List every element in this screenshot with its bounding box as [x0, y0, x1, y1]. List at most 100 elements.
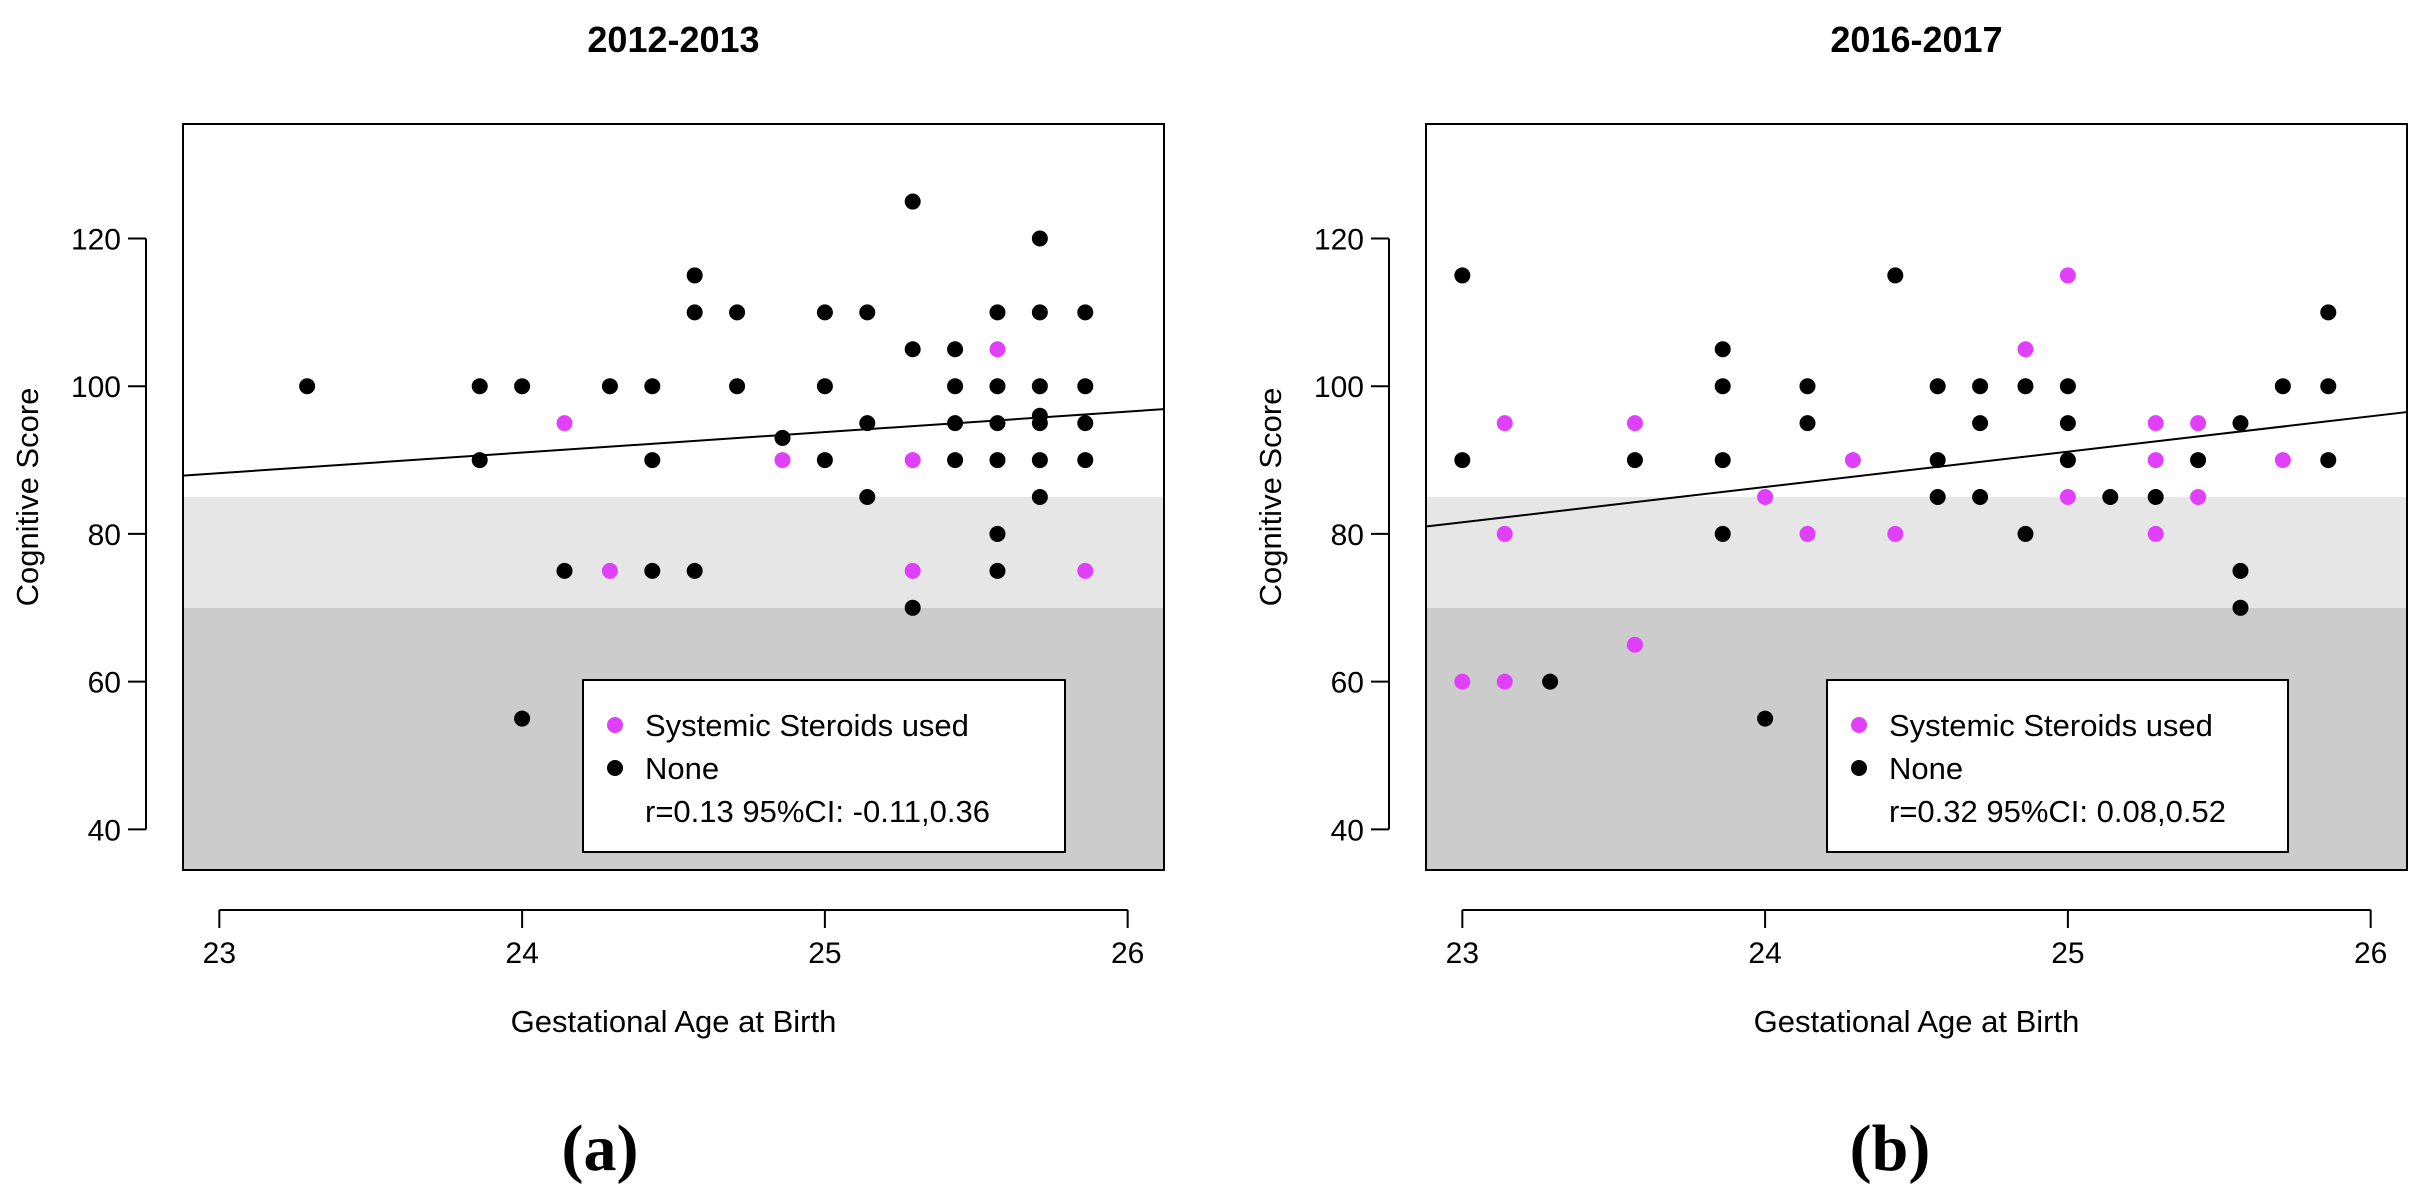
point-none [686, 562, 703, 579]
x-axis-label: Gestational Age at Birth [511, 1004, 837, 1039]
point-steroid [1844, 452, 1861, 469]
y-axis-label: Cognitive Score [10, 388, 45, 607]
y-axis-label: Cognitive Score [1253, 388, 1288, 607]
point-none [1031, 378, 1048, 395]
chart-title: 2016-2017 [1830, 19, 2002, 60]
point-none [1929, 489, 1946, 505]
point-none [1972, 378, 1989, 395]
x-tick-label: 25 [2051, 937, 2084, 970]
point-none [859, 304, 876, 321]
legend-marker-steroid [1851, 717, 1867, 733]
point-steroid [904, 562, 921, 579]
panel-label-a: (a) [562, 1112, 639, 1185]
point-none [947, 341, 964, 358]
point-none [1972, 489, 1989, 505]
y-tick-label: 120 [1314, 223, 1364, 256]
point-none [644, 562, 661, 579]
point-none [989, 452, 1006, 469]
point-none [1626, 452, 1643, 469]
point-none [859, 489, 876, 505]
point-none [556, 562, 573, 579]
point-steroid [2147, 452, 2164, 469]
point-none [2017, 525, 2034, 542]
point-none [2017, 378, 2034, 395]
y-tick-label: 60 [1331, 667, 1364, 700]
point-none [947, 378, 964, 395]
point-none [1454, 267, 1471, 284]
panel-a: 2012-2013 23 24 25 26 Gestational Age at Birt… [10, 19, 1165, 1039]
legend-label-steroid: Systemic Steroids used [645, 708, 969, 743]
point-none [859, 415, 876, 432]
point-steroid [1454, 673, 1471, 690]
y-tick-label: 60 [88, 667, 121, 700]
point-steroid [2147, 525, 2164, 542]
point-none [2274, 378, 2291, 395]
point-steroid [2059, 267, 2076, 284]
point-none [989, 415, 1006, 432]
point-none [2320, 304, 2337, 321]
point-steroid [1496, 525, 1513, 542]
legend-marker-steroid [607, 717, 623, 733]
y-tick-label: 40 [88, 814, 121, 847]
x-tick-label: 24 [505, 937, 538, 970]
x-tick-label: 23 [1446, 937, 1479, 970]
point-none [904, 599, 921, 616]
point-none [729, 378, 746, 395]
point-none [2320, 378, 2337, 395]
legend-marker-none [1851, 760, 1867, 776]
point-none [989, 378, 1006, 395]
point-steroid [2059, 489, 2076, 505]
point-none [1714, 452, 1731, 469]
point-none [514, 378, 531, 395]
point-none [1929, 452, 1946, 469]
band-light [183, 497, 1164, 608]
y-tick-label: 80 [88, 519, 121, 552]
point-none [1031, 304, 1048, 321]
band-light [1426, 497, 2407, 608]
point-steroid [1496, 673, 1513, 690]
point-steroid [2147, 415, 2164, 432]
plot-frame [182, 123, 1165, 871]
point-none [2232, 562, 2249, 579]
point-none [686, 267, 703, 284]
point-steroid [904, 452, 921, 469]
x-axis-label: Gestational Age at Birth [1754, 1004, 2080, 1039]
point-none [1031, 489, 1048, 505]
point-steroid [774, 452, 791, 469]
point-none [2059, 415, 2076, 432]
x-tick-label: 24 [1748, 937, 1781, 970]
legend-label-none: None [645, 751, 719, 786]
point-none [601, 378, 618, 395]
panel-label-b: (b) [1850, 1112, 1931, 1185]
point-none [1077, 415, 1094, 432]
point-steroid [1799, 525, 1816, 542]
point-none [729, 304, 746, 321]
point-none [1031, 415, 1048, 432]
point-none [2147, 489, 2164, 505]
point-steroid [1496, 415, 1513, 432]
point-none [989, 562, 1006, 579]
y-tick-label: 100 [71, 371, 121, 404]
point-steroid [1626, 415, 1643, 432]
point-none [1077, 452, 1094, 469]
point-none [989, 525, 1006, 542]
legend-box [582, 679, 1066, 853]
point-none [2059, 378, 2076, 395]
x-tick-label: 25 [808, 937, 841, 970]
point-none [1454, 452, 1471, 469]
point-none [2102, 489, 2119, 505]
point-none [1929, 378, 1946, 395]
point-steroid [989, 341, 1006, 358]
point-none [1972, 415, 1989, 432]
point-none [816, 452, 833, 469]
x-tick-label: 23 [203, 937, 236, 970]
chart-title: 2012-2013 [587, 19, 759, 60]
point-none [2320, 452, 2337, 469]
point-none [904, 193, 921, 210]
point-none [1714, 378, 1731, 395]
point-steroid [2017, 341, 2034, 358]
legend-label-steroid: Systemic Steroids used [1889, 708, 2213, 743]
legend-stat: r=0.13 95%CI: -0.11,0.36 [645, 794, 990, 829]
point-none [1887, 267, 1904, 284]
